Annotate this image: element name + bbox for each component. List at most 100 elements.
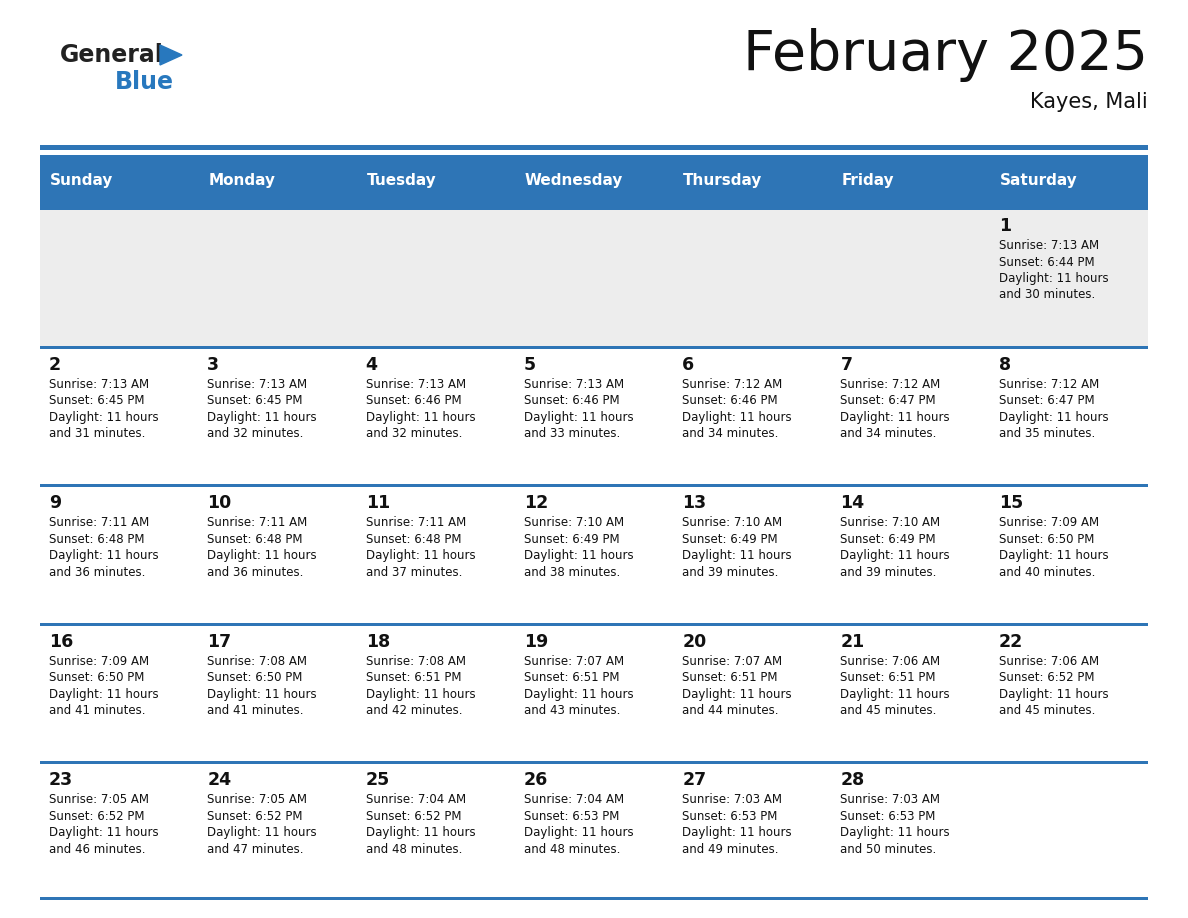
Text: Sunday: Sunday [50,174,113,188]
Text: General: General [61,43,164,67]
Text: Sunrise: 7:09 AM: Sunrise: 7:09 AM [999,516,1099,529]
Bar [674,484,832,622]
Text: and 30 minutes.: and 30 minutes. [999,288,1095,301]
Text: Sunrise: 7:13 AM: Sunrise: 7:13 AM [49,377,150,390]
Text: and 46 minutes.: and 46 minutes. [49,843,145,856]
Text: Daylight: 11 hours: Daylight: 11 hours [524,549,633,562]
Bar [198,345,356,484]
Text: Daylight: 11 hours: Daylight: 11 hours [366,410,475,423]
Text: and 50 minutes.: and 50 minutes. [840,843,936,856]
Text: and 47 minutes.: and 47 minutes. [207,843,304,856]
Bar [990,622,1148,761]
Bar [356,761,514,900]
Text: and 44 minutes.: and 44 minutes. [682,704,778,717]
Text: Sunset: 6:52 PM: Sunset: 6:52 PM [999,671,1094,684]
Bar [356,345,514,484]
Bar [514,155,674,207]
Text: Daylight: 11 hours: Daylight: 11 hours [840,826,950,839]
Bar [40,622,1148,626]
Bar [198,622,356,761]
Text: and 49 minutes.: and 49 minutes. [682,843,778,856]
Bar [40,207,198,345]
Bar [40,345,198,484]
Text: Sunset: 6:48 PM: Sunset: 6:48 PM [49,532,145,545]
Bar [40,484,198,622]
Text: Daylight: 11 hours: Daylight: 11 hours [682,688,791,700]
Text: 6: 6 [682,355,694,374]
Bar [832,622,990,761]
Bar [832,345,990,484]
Text: Sunset: 6:46 PM: Sunset: 6:46 PM [682,394,778,407]
Text: Sunset: 6:51 PM: Sunset: 6:51 PM [682,671,778,684]
Text: Friday: Friday [841,174,895,188]
Bar [198,761,356,900]
Text: Wednesday: Wednesday [525,174,624,188]
Text: and 39 minutes.: and 39 minutes. [840,565,937,578]
Text: Sunrise: 7:06 AM: Sunrise: 7:06 AM [840,655,941,667]
Text: Monday: Monday [208,174,276,188]
Bar [198,155,356,207]
Bar [674,622,832,761]
Text: and 31 minutes.: and 31 minutes. [49,427,145,440]
Bar [832,155,990,207]
Text: Sunset: 6:51 PM: Sunset: 6:51 PM [840,671,936,684]
Text: Thursday: Thursday [683,174,763,188]
Text: Daylight: 11 hours: Daylight: 11 hours [49,688,159,700]
Text: and 36 minutes.: and 36 minutes. [207,565,304,578]
Text: 15: 15 [999,494,1023,512]
Text: Daylight: 11 hours: Daylight: 11 hours [207,549,317,562]
Text: Saturday: Saturday [1000,174,1078,188]
Bar [674,345,832,484]
Bar [356,207,514,345]
Text: Sunset: 6:44 PM: Sunset: 6:44 PM [999,255,1094,268]
Text: Sunrise: 7:04 AM: Sunrise: 7:04 AM [524,793,624,806]
Text: 22: 22 [999,633,1023,651]
Text: 17: 17 [207,633,232,651]
Text: and 32 minutes.: and 32 minutes. [207,427,304,440]
Text: 19: 19 [524,633,548,651]
Bar [514,761,674,900]
Text: Sunset: 6:51 PM: Sunset: 6:51 PM [366,671,461,684]
Text: Sunrise: 7:13 AM: Sunrise: 7:13 AM [999,239,1099,252]
Text: Daylight: 11 hours: Daylight: 11 hours [366,549,475,562]
Text: 12: 12 [524,494,548,512]
Text: Daylight: 11 hours: Daylight: 11 hours [840,549,950,562]
Text: Sunset: 6:47 PM: Sunset: 6:47 PM [999,394,1094,407]
Text: 18: 18 [366,633,390,651]
Text: Sunset: 6:49 PM: Sunset: 6:49 PM [840,532,936,545]
Bar [356,155,514,207]
Text: Sunset: 6:47 PM: Sunset: 6:47 PM [840,394,936,407]
Bar [674,155,832,207]
Text: Sunrise: 7:11 AM: Sunrise: 7:11 AM [49,516,150,529]
Text: 20: 20 [682,633,707,651]
Text: Kayes, Mali: Kayes, Mali [1030,92,1148,112]
Text: 3: 3 [207,355,220,374]
Text: Sunrise: 7:11 AM: Sunrise: 7:11 AM [207,516,308,529]
Bar [40,897,1148,900]
Bar [990,207,1148,345]
Text: Daylight: 11 hours: Daylight: 11 hours [999,272,1108,285]
Text: 14: 14 [840,494,865,512]
Text: Daylight: 11 hours: Daylight: 11 hours [207,410,317,423]
Text: Sunset: 6:52 PM: Sunset: 6:52 PM [366,810,461,823]
Text: Sunrise: 7:03 AM: Sunrise: 7:03 AM [840,793,941,806]
Bar [40,761,1148,765]
Text: and 35 minutes.: and 35 minutes. [999,427,1095,440]
Text: and 40 minutes.: and 40 minutes. [999,565,1095,578]
Bar [990,155,1148,207]
Bar [832,207,990,345]
Text: Sunrise: 7:03 AM: Sunrise: 7:03 AM [682,793,782,806]
Text: Sunrise: 7:10 AM: Sunrise: 7:10 AM [524,516,624,529]
Text: 21: 21 [840,633,865,651]
Text: Sunset: 6:49 PM: Sunset: 6:49 PM [682,532,778,545]
Text: Daylight: 11 hours: Daylight: 11 hours [999,549,1108,562]
Text: Sunrise: 7:09 AM: Sunrise: 7:09 AM [49,655,150,667]
Text: Sunrise: 7:07 AM: Sunrise: 7:07 AM [682,655,782,667]
Text: Sunrise: 7:05 AM: Sunrise: 7:05 AM [207,793,308,806]
Text: Sunset: 6:45 PM: Sunset: 6:45 PM [207,394,303,407]
Text: Sunrise: 7:08 AM: Sunrise: 7:08 AM [207,655,308,667]
Text: Sunrise: 7:10 AM: Sunrise: 7:10 AM [682,516,782,529]
Text: 7: 7 [840,355,853,374]
Text: Sunset: 6:52 PM: Sunset: 6:52 PM [207,810,303,823]
Text: Sunrise: 7:05 AM: Sunrise: 7:05 AM [49,793,148,806]
